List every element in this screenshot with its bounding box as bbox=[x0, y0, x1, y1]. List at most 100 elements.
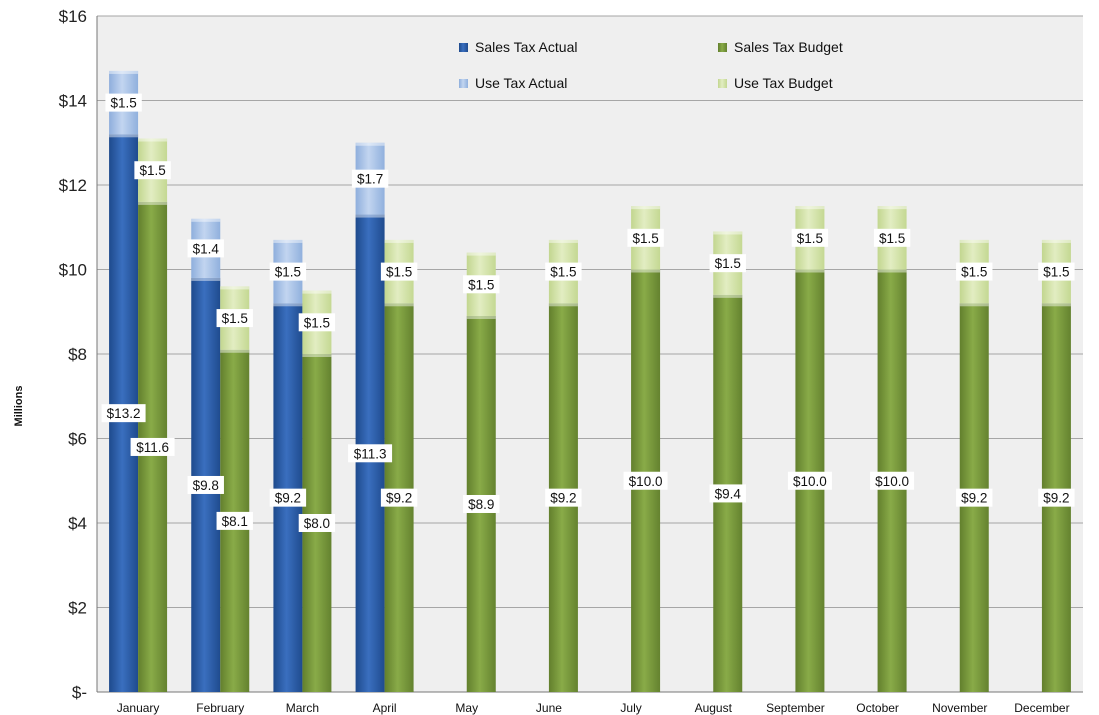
data-label-sales-tax-budget-december: $9.2 bbox=[1038, 488, 1075, 507]
data-label-text: $9.2 bbox=[550, 491, 576, 506]
x-tick-label-november: November bbox=[932, 701, 987, 715]
data-label-text: $10.0 bbox=[629, 474, 663, 489]
data-label-text: $10.0 bbox=[793, 474, 827, 489]
data-label-sales-tax-budget-may: $8.9 bbox=[463, 494, 500, 513]
bar-cap bbox=[795, 269, 825, 273]
data-label-text: $9.2 bbox=[386, 491, 412, 506]
bar-cap bbox=[466, 252, 496, 256]
data-label-sales-tax-budget-july: $10.0 bbox=[623, 471, 668, 490]
data-label-use-tax-budget-november: $1.5 bbox=[956, 262, 993, 281]
data-label-bg bbox=[709, 254, 746, 273]
y-tick-label: $2 bbox=[68, 599, 87, 618]
bar-cap bbox=[220, 286, 250, 290]
x-tick-label-april: April bbox=[373, 701, 397, 715]
data-label-use-tax-actual-april: $1.7 bbox=[351, 169, 389, 188]
data-label-text: $13.2 bbox=[107, 406, 141, 421]
y-tick-label: $- bbox=[72, 683, 87, 702]
bar-cap bbox=[548, 303, 578, 307]
y-tick-label: $6 bbox=[68, 430, 87, 449]
data-label-sales-tax-budget-august: $9.4 bbox=[709, 484, 746, 503]
data-label-sales-tax-actual-march: $9.2 bbox=[269, 488, 307, 507]
data-label-use-tax-budget-october: $1.5 bbox=[873, 228, 911, 247]
bar-cap bbox=[109, 134, 139, 138]
data-label-use-tax-actual-march: $1.5 bbox=[269, 262, 307, 281]
data-label-text: $9.2 bbox=[1043, 491, 1069, 506]
data-label-sales-tax-budget-june: $9.2 bbox=[545, 488, 582, 507]
data-label-text: $8.9 bbox=[468, 497, 494, 512]
x-tick-label-june: June bbox=[536, 701, 562, 715]
bar-cap bbox=[631, 269, 661, 273]
bar-cap bbox=[631, 206, 661, 210]
data-label-text: $1.5 bbox=[961, 265, 987, 280]
x-tick-label-september: September bbox=[766, 701, 825, 715]
bar-cap bbox=[273, 303, 303, 307]
data-label-use-tax-budget-march: $1.5 bbox=[298, 313, 336, 332]
data-label-bg bbox=[216, 511, 253, 530]
data-label-bg bbox=[463, 275, 500, 294]
bar-cap bbox=[384, 239, 414, 243]
data-label-sales-tax-budget-january: $11.6 bbox=[130, 437, 175, 456]
data-label-text: $11.3 bbox=[354, 446, 387, 461]
bar-cap bbox=[109, 70, 139, 74]
data-label-text: $1.5 bbox=[715, 256, 741, 271]
data-label-text: $1.5 bbox=[275, 265, 301, 280]
data-label-text: $1.5 bbox=[1043, 265, 1069, 280]
data-label-bg bbox=[216, 309, 253, 328]
data-label-text: $9.2 bbox=[961, 491, 987, 506]
legend-swatch bbox=[718, 43, 727, 52]
data-label-bg bbox=[623, 471, 668, 490]
x-tick-label-october: October bbox=[856, 701, 899, 715]
data-label-bg bbox=[187, 475, 224, 494]
legend-item-use-tax-actual: Use Tax Actual bbox=[459, 75, 567, 91]
data-label-bg bbox=[134, 161, 171, 180]
data-label-text: $1.5 bbox=[468, 277, 494, 292]
bar-cap bbox=[713, 294, 743, 298]
data-label-text: $9.8 bbox=[193, 478, 219, 493]
bar-cap bbox=[466, 315, 496, 319]
legend-label: Sales Tax Actual bbox=[475, 39, 577, 55]
bar-cap bbox=[355, 214, 385, 218]
y-tick-label: $12 bbox=[59, 176, 87, 195]
data-label-text: $1.5 bbox=[139, 163, 165, 178]
data-label-bg bbox=[348, 444, 393, 463]
x-tick-label-december: December bbox=[1014, 701, 1069, 715]
data-label-bg bbox=[101, 404, 146, 423]
data-label-bg bbox=[1038, 262, 1075, 281]
data-label-text: $1.7 bbox=[357, 172, 383, 187]
data-label-use-tax-budget-february: $1.5 bbox=[216, 309, 253, 328]
data-label-bg bbox=[956, 488, 993, 507]
data-label-use-tax-budget-december: $1.5 bbox=[1038, 262, 1075, 281]
data-label-bg bbox=[269, 262, 307, 281]
bar-cap bbox=[191, 277, 221, 281]
data-label-text: $1.5 bbox=[797, 231, 823, 246]
data-label-use-tax-budget-july: $1.5 bbox=[627, 228, 664, 247]
data-label-bg bbox=[463, 494, 500, 513]
data-label-use-tax-actual-january: $1.5 bbox=[105, 93, 142, 112]
data-label-text: $1.5 bbox=[386, 265, 412, 280]
data-label-text: $9.4 bbox=[715, 486, 742, 501]
bar-cap bbox=[713, 231, 743, 235]
legend-label: Sales Tax Budget bbox=[734, 39, 843, 55]
legend-label: Use Tax Actual bbox=[475, 75, 567, 91]
x-tick-label-february: February bbox=[196, 701, 244, 715]
data-label-bg bbox=[870, 471, 915, 490]
data-label-bg bbox=[787, 471, 832, 490]
y-tick-label: $10 bbox=[59, 261, 87, 280]
bar-cap bbox=[959, 239, 989, 243]
bar-cap bbox=[795, 206, 825, 210]
data-label-sales-tax-actual-february: $9.8 bbox=[187, 475, 224, 494]
data-label-text: $1.5 bbox=[550, 265, 576, 280]
bar-cap bbox=[1041, 239, 1071, 243]
data-label-sales-tax-budget-april: $9.2 bbox=[380, 488, 418, 507]
data-label-use-tax-budget-january: $1.5 bbox=[134, 161, 171, 180]
data-label-bg bbox=[545, 488, 582, 507]
data-label-bg bbox=[187, 239, 224, 258]
bar-cap bbox=[384, 303, 414, 307]
data-label-sales-tax-budget-march: $8.0 bbox=[298, 514, 336, 532]
data-label-bg bbox=[380, 262, 418, 281]
bar-cap bbox=[220, 349, 250, 353]
data-label-text: $10.0 bbox=[875, 474, 909, 489]
data-label-use-tax-actual-february: $1.4 bbox=[187, 239, 224, 258]
data-label-sales-tax-budget-september: $10.0 bbox=[787, 471, 832, 490]
bar-cap bbox=[959, 303, 989, 307]
